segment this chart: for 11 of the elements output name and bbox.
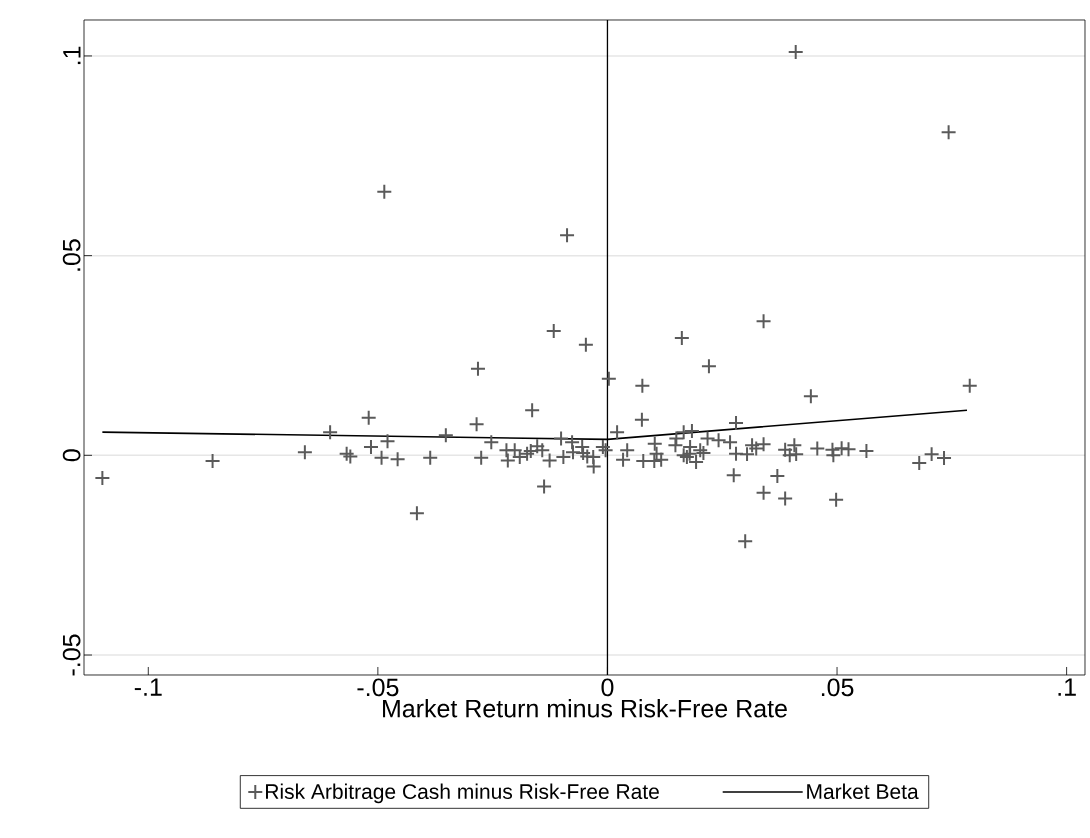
legend-label: Market Beta xyxy=(807,783,919,800)
y-tick-label: .1 xyxy=(63,46,81,65)
x-tick-label: 0 xyxy=(601,678,614,697)
y-tick-label: 0 xyxy=(62,449,81,462)
x-tick-label: -.05 xyxy=(357,678,399,697)
x-tick-label: .05 xyxy=(821,678,854,697)
x-axis-title: Market Return minus Risk-Free Rate xyxy=(383,699,787,718)
x-tick-label: -.1 xyxy=(134,678,162,696)
x-tick-label: .1 xyxy=(1058,678,1076,696)
y-tick-label: .05 xyxy=(62,239,81,271)
legend-label: Risk Arbitrage Cash minus Risk-Free Rate xyxy=(266,783,659,804)
